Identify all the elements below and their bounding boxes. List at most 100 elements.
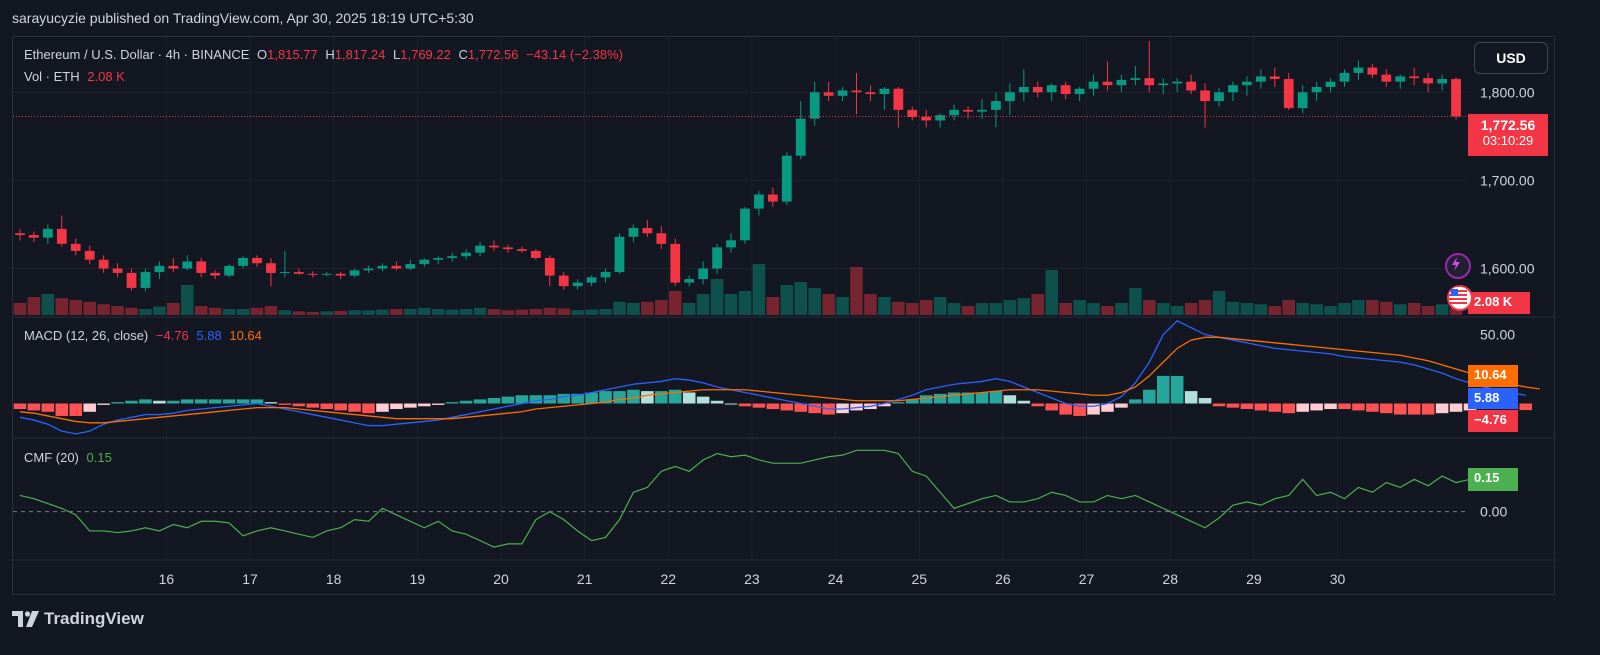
volume-bar — [153, 306, 166, 315]
macd-histogram-bar — [1143, 389, 1156, 404]
candle-body — [642, 227, 653, 234]
macd-histogram-bar — [1087, 403, 1100, 415]
candle-body — [656, 233, 667, 244]
candle-body — [1032, 86, 1043, 93]
change-value: −43.14 (−2.38%) — [526, 47, 623, 62]
macd-histogram-bar — [41, 403, 55, 412]
candle-body — [475, 245, 485, 253]
x-tick-label: 23 — [744, 571, 760, 587]
macd-histogram-bar — [97, 403, 110, 405]
x-tick-label: 21 — [577, 571, 593, 587]
candle-body — [1074, 88, 1085, 95]
macd-histogram-bar — [418, 403, 431, 407]
volume-bar — [1254, 304, 1268, 315]
macd-histogram-bar — [641, 391, 654, 404]
macd-histogram-bar — [264, 402, 278, 404]
candle-body — [1255, 76, 1266, 82]
volume-bar — [264, 306, 278, 315]
volume-bar — [1268, 306, 1282, 315]
low-value: 1,769.22 — [400, 47, 451, 62]
candle-body — [1186, 81, 1197, 91]
candle-body — [586, 277, 597, 283]
candle-body — [698, 268, 709, 280]
x-tick-label: 28 — [1162, 571, 1178, 587]
volume-bar — [194, 306, 208, 315]
candle-body — [544, 257, 555, 276]
macd-histogram-bar — [473, 399, 487, 404]
volume-bar — [961, 306, 975, 315]
candle-body — [572, 282, 583, 287]
candle-body — [1311, 86, 1322, 93]
candle-body — [823, 92, 834, 96]
x-tick-label: 20 — [493, 571, 509, 587]
macd-histogram-bar — [404, 403, 417, 408]
macd-histogram-bar — [1366, 403, 1379, 412]
lightning-event-icon[interactable] — [1445, 253, 1471, 279]
candle-body — [837, 90, 848, 96]
volume-bar — [1045, 270, 1058, 315]
candle-body — [461, 252, 472, 257]
symbol-title[interactable]: Ethereum / U.S. Dollar · 4h · BINANCE — [24, 47, 250, 62]
volume-bar — [1282, 300, 1295, 315]
candle-body — [1214, 92, 1224, 102]
volume-bar — [181, 285, 194, 315]
macd-histogram-bar — [1352, 403, 1365, 411]
macd-label[interactable]: MACD (12, 26, close) — [24, 328, 149, 343]
macd-histogram-bar — [724, 403, 738, 405]
candle-body — [1409, 76, 1420, 79]
macd-histogram-bar — [125, 400, 138, 404]
volume-label[interactable]: Vol · ETH — [24, 69, 80, 84]
volume-bar — [348, 310, 361, 315]
low-label: L — [393, 47, 401, 62]
volume-bar — [320, 311, 333, 315]
volume-bar — [557, 308, 570, 315]
cmf-label[interactable]: CMF (20) — [24, 450, 79, 465]
macd-tick-label: 50.00 — [1480, 327, 1515, 343]
volume-bar — [139, 309, 152, 315]
candle-body — [851, 90, 862, 93]
candle-body — [1353, 67, 1364, 73]
macd-histogram-bar — [1059, 403, 1072, 415]
volume-bar — [1003, 300, 1017, 315]
volume-bar — [1031, 294, 1045, 315]
candle-body — [210, 272, 221, 276]
candle-body — [1144, 78, 1155, 86]
volume-bar — [208, 307, 222, 315]
candle-body — [1172, 81, 1183, 84]
volume-bar — [1059, 303, 1072, 315]
volume-bar — [836, 297, 849, 315]
volume-bar — [543, 307, 557, 315]
macd-histogram-bar — [906, 399, 919, 404]
macd-legend: MACD (12, 26, close) −4.76 5.88 10.64 — [24, 328, 266, 343]
currency-button[interactable]: USD — [1474, 42, 1548, 74]
volume-bar — [668, 291, 682, 315]
open-label: O — [257, 47, 268, 62]
candle-body — [168, 265, 179, 269]
macd-line-tag: 5.88 — [1468, 388, 1518, 409]
volume-bar — [404, 309, 417, 315]
candle-body — [279, 272, 290, 274]
candle-body — [266, 263, 276, 273]
us-flag-event-icon[interactable] — [1447, 285, 1473, 311]
candle-body — [1269, 76, 1280, 80]
macd-histogram-bar — [1268, 403, 1282, 412]
macd-histogram-bar — [571, 393, 584, 404]
volume-bar — [641, 301, 654, 315]
candle-body — [1116, 79, 1127, 86]
volume-bar — [431, 309, 445, 315]
candle-body — [767, 194, 778, 202]
volume-bar — [97, 304, 110, 315]
volume-bar — [418, 307, 431, 315]
macd-histogram-bar — [529, 395, 543, 404]
candle-body — [1423, 78, 1434, 84]
candle-body — [628, 227, 639, 237]
candle-body — [949, 109, 959, 116]
volume-bar — [1449, 307, 1463, 315]
cmf-value: 0.15 — [86, 450, 112, 465]
macd-histogram-bar — [696, 396, 710, 404]
candle-body — [795, 118, 806, 156]
footer-brand[interactable]: TradingView — [12, 609, 144, 629]
macd-histogram-bar — [501, 396, 515, 404]
volume-bar — [1212, 291, 1226, 315]
